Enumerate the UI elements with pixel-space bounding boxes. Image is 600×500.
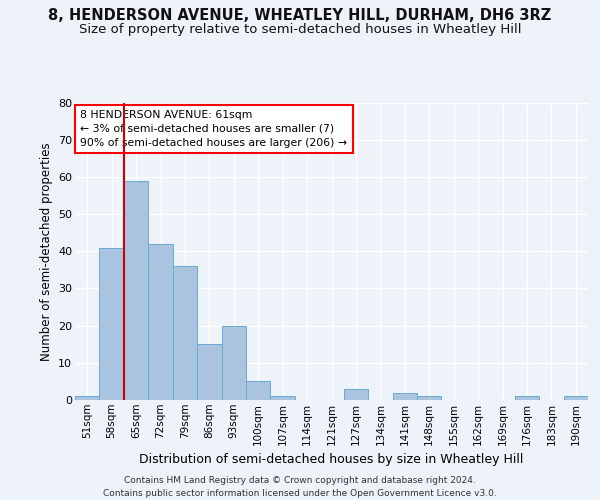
Bar (246, 382, 271, 400)
Bar (271, 396, 295, 400)
Bar (124, 180, 148, 400)
Bar (221, 326, 246, 400)
X-axis label: Distribution of semi-detached houses by size in Wheatley Hill: Distribution of semi-detached houses by … (139, 453, 524, 466)
Text: 8, HENDERSON AVENUE, WHEATLEY HILL, DURHAM, DH6 3RZ: 8, HENDERSON AVENUE, WHEATLEY HILL, DURH… (49, 8, 551, 22)
Bar (417, 396, 442, 400)
Bar (197, 344, 221, 400)
Bar (173, 266, 197, 400)
Y-axis label: Number of semi-detached properties: Number of semi-detached properties (40, 142, 53, 360)
Bar (148, 244, 173, 400)
Text: 8 HENDERSON AVENUE: 61sqm
← 3% of semi-detached houses are smaller (7)
90% of se: 8 HENDERSON AVENUE: 61sqm ← 3% of semi-d… (80, 110, 347, 148)
Bar (515, 396, 539, 400)
Bar (392, 392, 417, 400)
Text: Size of property relative to semi-detached houses in Wheatley Hill: Size of property relative to semi-detach… (79, 22, 521, 36)
Bar (563, 396, 588, 400)
Text: Contains HM Land Registry data © Crown copyright and database right 2024.
Contai: Contains HM Land Registry data © Crown c… (103, 476, 497, 498)
Bar (75, 396, 100, 400)
Bar (344, 389, 368, 400)
Bar (100, 248, 124, 400)
